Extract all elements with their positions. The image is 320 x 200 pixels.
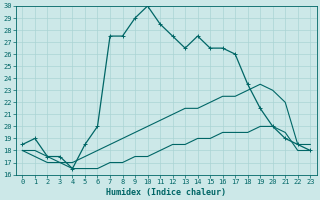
X-axis label: Humidex (Indice chaleur): Humidex (Indice chaleur) bbox=[106, 188, 226, 197]
